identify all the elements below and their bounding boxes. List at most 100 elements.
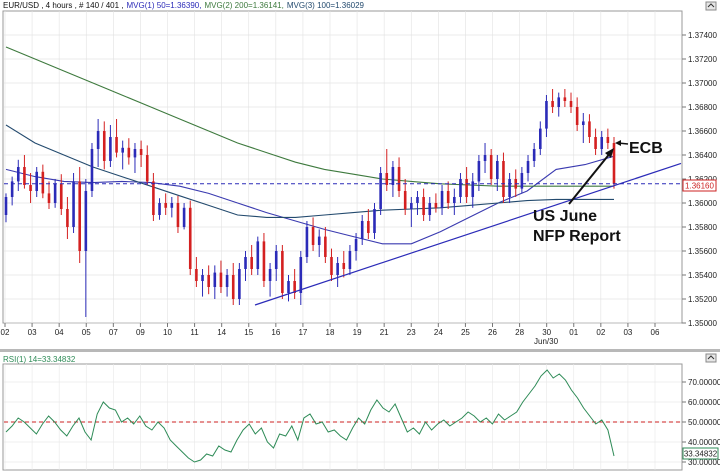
candle xyxy=(520,167,524,194)
candle-body xyxy=(502,161,505,197)
candle xyxy=(23,155,26,189)
candle-body xyxy=(53,183,57,203)
date-tick-label: 09 xyxy=(136,328,145,337)
candle xyxy=(41,164,45,199)
candle xyxy=(545,95,548,137)
price-tick-label: 1.37400 xyxy=(688,31,717,40)
price-tick-label: 1.35200 xyxy=(688,295,717,304)
candle xyxy=(575,97,579,131)
candle-body xyxy=(373,209,376,233)
candle xyxy=(397,157,401,197)
candle xyxy=(145,145,149,185)
candle xyxy=(274,245,278,281)
candle-body xyxy=(176,203,180,227)
candle xyxy=(133,143,137,173)
candle xyxy=(47,181,51,209)
candle-body xyxy=(219,272,223,287)
date-tick-label: 26 xyxy=(488,328,497,337)
date-tick-label: 25 xyxy=(461,328,470,337)
candle xyxy=(90,143,94,197)
candle xyxy=(367,209,370,239)
reference-lines xyxy=(4,162,682,306)
candle xyxy=(244,251,247,281)
candle-body xyxy=(213,272,217,287)
candle xyxy=(152,173,155,221)
candle-body xyxy=(41,171,45,194)
candle xyxy=(78,167,81,263)
candle-body xyxy=(471,181,475,197)
candle-body xyxy=(532,149,536,161)
candle-body xyxy=(207,275,210,287)
candle xyxy=(428,197,432,221)
candle-body xyxy=(317,236,321,245)
candle-body xyxy=(379,173,382,209)
candle xyxy=(225,269,229,297)
candle-body xyxy=(600,137,604,149)
candle-body xyxy=(231,275,235,299)
candle-body xyxy=(563,97,567,101)
candle-body xyxy=(606,137,610,143)
candle xyxy=(483,143,487,173)
candle-body xyxy=(244,257,247,269)
candle-body xyxy=(274,251,278,269)
candle-body xyxy=(612,143,616,184)
candle xyxy=(446,181,450,209)
candle xyxy=(502,152,505,203)
candle xyxy=(324,227,327,263)
candle-body xyxy=(385,173,389,185)
date-tick-label: 02 xyxy=(1,328,10,337)
candle xyxy=(379,167,382,215)
candle xyxy=(348,245,352,275)
candle xyxy=(508,173,511,203)
candle-body xyxy=(539,128,542,149)
panel-divider[interactable] xyxy=(0,349,720,352)
maximize-icon[interactable] xyxy=(705,1,717,11)
candle xyxy=(121,140,124,170)
candle-body xyxy=(115,137,118,153)
date-tick-label: 03 xyxy=(28,328,37,337)
candle-body xyxy=(391,167,395,185)
candle xyxy=(440,185,444,215)
candle xyxy=(385,149,389,191)
date-tick-label: 28 xyxy=(515,328,524,337)
candle-body xyxy=(102,131,106,161)
candle xyxy=(354,233,358,261)
rsi-maximize-icon[interactable] xyxy=(705,353,717,363)
candle xyxy=(262,233,266,287)
candle xyxy=(35,167,39,197)
candle-body xyxy=(348,251,352,269)
date-axis-sublabel: Jun/30 xyxy=(534,337,559,346)
candle-body xyxy=(139,149,143,155)
candle xyxy=(29,173,32,203)
candle xyxy=(10,176,14,206)
candle-body xyxy=(152,181,155,215)
candle-body xyxy=(23,167,26,185)
moving-average-lines xyxy=(5,46,615,245)
rsi-plot-frame xyxy=(2,363,683,471)
candle xyxy=(305,221,309,263)
candle xyxy=(299,251,303,305)
candle-body xyxy=(311,227,315,245)
price-marker-label: 1.36160 xyxy=(685,182,714,191)
date-tick-label: 24 xyxy=(434,328,443,337)
date-tick-label: 18 xyxy=(326,328,335,337)
candle-body xyxy=(201,275,204,281)
candle xyxy=(434,193,438,213)
candle-body xyxy=(434,203,438,208)
candle-body xyxy=(336,263,339,275)
date-tick-label: 19 xyxy=(353,328,362,337)
candle-body xyxy=(459,179,462,197)
candle xyxy=(238,263,241,305)
candle-body xyxy=(453,197,456,203)
candle xyxy=(317,229,321,257)
candle xyxy=(532,143,536,167)
candle-body xyxy=(545,101,548,129)
date-tick-label: 14 xyxy=(217,328,226,337)
candle xyxy=(59,174,63,215)
candle xyxy=(563,89,567,107)
candle xyxy=(115,119,118,158)
candle-body xyxy=(72,181,75,227)
candle xyxy=(170,197,174,218)
candle xyxy=(102,121,106,170)
candle-body xyxy=(158,203,161,215)
